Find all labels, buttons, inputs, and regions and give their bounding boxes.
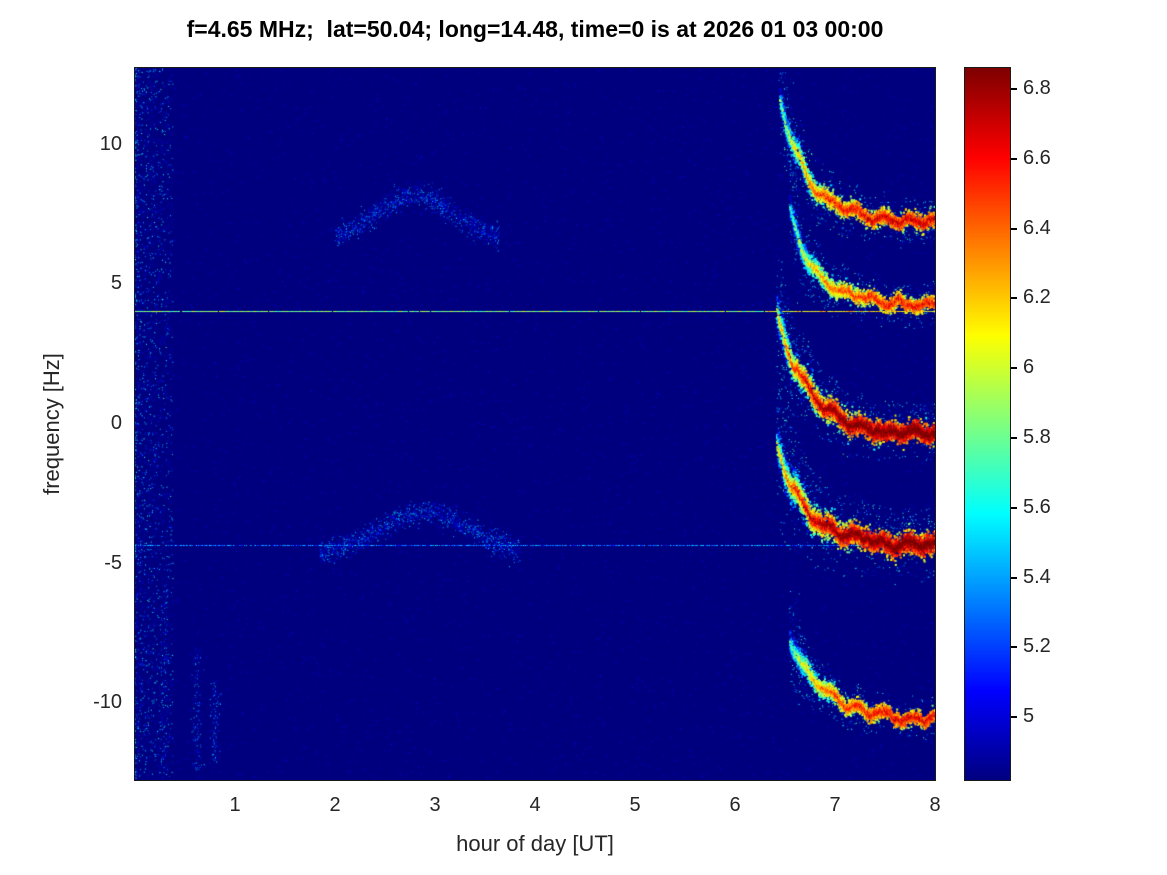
colorbar-tick-mark [1011,157,1017,160]
colorbar-tick-label: 5.2 [1023,635,1051,658]
colorbar-tick-mark [1011,87,1017,90]
colorbar-tick-label: 6.8 [1023,76,1051,99]
y-axis-label: frequency [Hz] [39,353,64,495]
colorbar-tick-label: 6 [1023,356,1035,379]
y-tick-label: -10 [93,691,122,714]
x-tick-label: 8 [929,794,941,816]
colorbar-tick-mark [1011,297,1017,300]
x-tick-label: 3 [429,794,441,816]
colorbar-tick-label: 5.4 [1023,565,1051,588]
y-tick-label: 0 [110,412,122,434]
y-tick-label: 10 [99,132,122,155]
colorbar-tick-mark [1011,576,1017,579]
colorbar-tick-label: 6.4 [1023,216,1051,239]
chart-title: f=4.65 MHz; lat=50.04; long=14.48, time=… [186,16,884,42]
colorbar-tick-label: 5.8 [1023,425,1051,448]
colorbar-tick-label: 6.2 [1023,286,1051,309]
x-tick-label: 2 [329,794,341,816]
colorbar-tick-label: 5 [1023,705,1035,728]
colorbar-tick-label: 6.6 [1023,146,1051,169]
x-tick-label: 7 [829,794,841,816]
colorbar-tick-mark [1011,367,1017,370]
colorbar-canvas [964,67,1011,781]
colorbar-tick-mark [1011,436,1017,439]
x-axis-label: hour of day [UT] [456,831,614,856]
y-tick-label: 5 [110,272,122,295]
colorbar-tick-mark [1011,646,1017,649]
y-tick-label: -5 [104,551,122,574]
colorbar-tick-mark [1011,716,1017,719]
colorbar-tick-label: 5.6 [1023,495,1051,518]
x-tick-label: 5 [629,794,641,816]
colorbar-tick-mark [1011,506,1017,509]
x-tick-label: 6 [729,794,741,816]
x-tick-label: 4 [529,794,541,816]
colorbar-tick-mark [1011,227,1017,230]
x-tick-label: 1 [229,794,241,816]
spectrogram-canvas [134,67,936,781]
